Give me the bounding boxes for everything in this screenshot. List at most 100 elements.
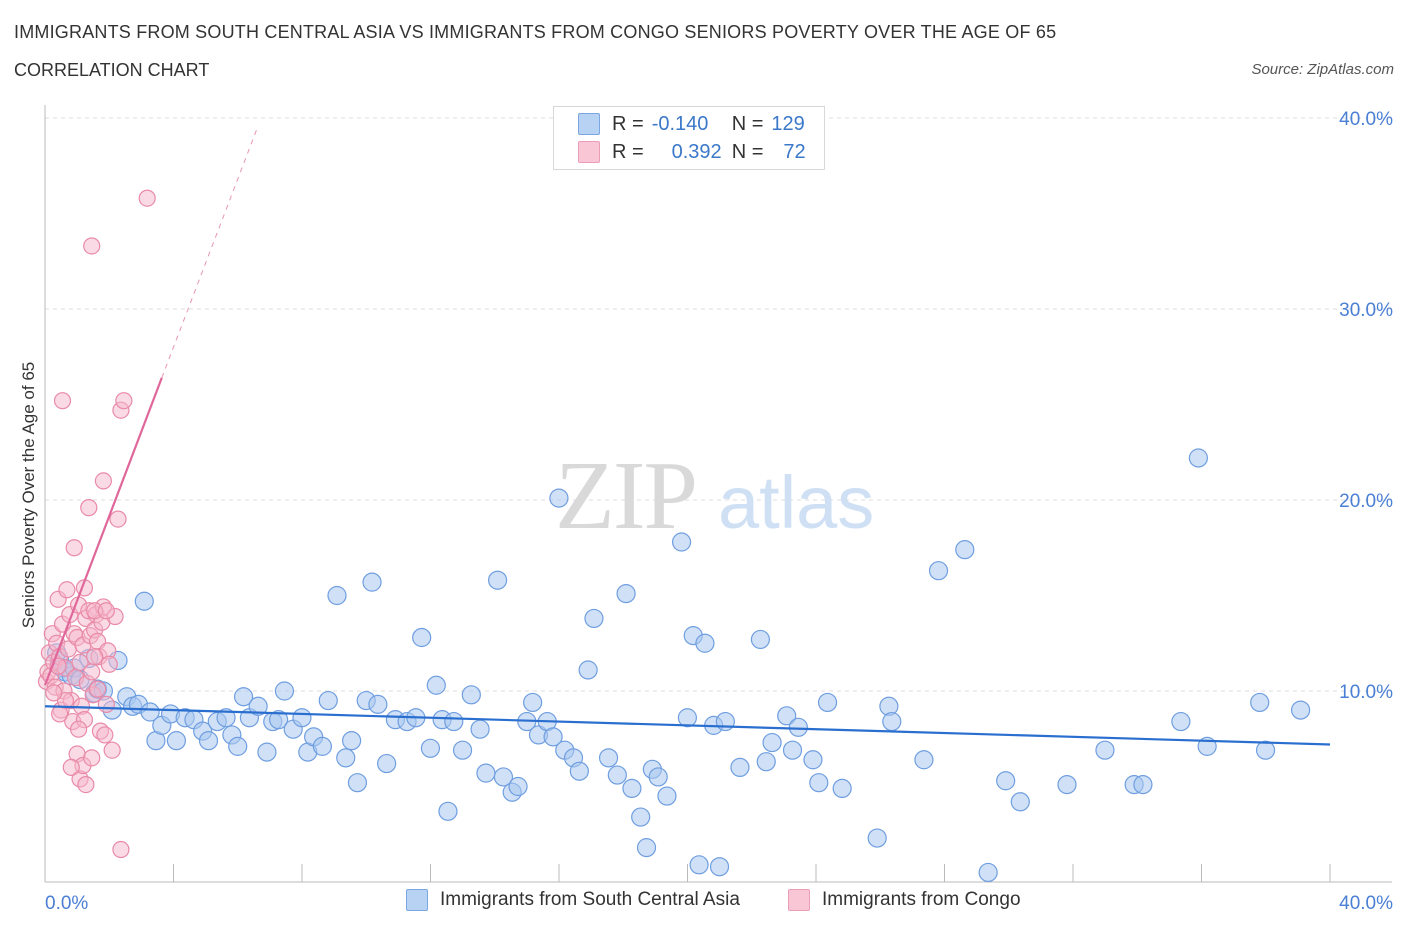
data-point: [138, 189, 156, 207]
data-point: [71, 653, 89, 671]
data-point: [1057, 774, 1077, 795]
data-point: [452, 740, 473, 760]
legend-n-value: 129: [771, 112, 805, 135]
trend-line-congo: [43, 377, 163, 686]
data-point: [342, 731, 362, 751]
data-point: [788, 717, 808, 737]
series-swatch-pink: [788, 889, 810, 911]
legend-r-label: R =: [612, 140, 644, 163]
series-name-south-central-asia: Immigrants from South Central Asia: [440, 889, 740, 910]
legend-r-value: 0.392: [671, 140, 722, 163]
series-swatch-blue: [406, 889, 428, 911]
correlation-legend: R = -0.140 N = 129 R = 0.392 N = 72: [553, 106, 825, 170]
data-point: [1250, 692, 1270, 713]
series-legend-south-central-asia: Immigrants from South Central Asia: [406, 889, 740, 911]
data-point: [777, 706, 797, 726]
data-point: [318, 690, 338, 711]
legend-swatch-blue: [578, 113, 600, 135]
x-tick-label: 40.0%: [1339, 893, 1393, 914]
data-point: [80, 499, 98, 517]
y-tick-label: 20.0%: [1339, 491, 1393, 512]
legend-n-value: 72: [783, 140, 806, 163]
data-point: [1095, 740, 1115, 760]
data-point: [233, 687, 254, 707]
data-point: [97, 695, 115, 713]
data-point: [543, 727, 563, 747]
data-point: [438, 801, 458, 821]
data-point: [83, 237, 101, 255]
data-point: [140, 702, 160, 722]
data-point: [809, 773, 829, 793]
legend-r-value: -0.140: [651, 112, 709, 135]
data-point: [228, 736, 248, 756]
data-point: [677, 708, 698, 728]
data-point: [750, 629, 771, 650]
data-point: [248, 696, 268, 716]
y-tick-label: 10.0%: [1339, 682, 1393, 703]
data-point: [257, 742, 277, 762]
data-point: [955, 540, 975, 560]
data-point: [368, 694, 388, 714]
data-point: [636, 838, 657, 858]
data-point: [598, 748, 619, 768]
data-point: [508, 776, 528, 797]
data-point: [86, 648, 104, 666]
series-legend: Immigrants from South Central Asia Immig…: [0, 889, 1406, 917]
data-point: [347, 773, 368, 793]
tick-labels: 10.0% 20.0% 30.0% 40.0% 0.0% 40.0%: [45, 109, 1393, 914]
data-point: [715, 711, 735, 732]
data-point: [648, 767, 668, 787]
data-point: [978, 862, 998, 883]
data-point: [803, 750, 823, 770]
series-south-central-asia: [47, 448, 1311, 883]
data-point: [578, 660, 598, 680]
data-point: [50, 705, 69, 723]
data-point: [616, 583, 636, 604]
data-point: [69, 720, 88, 738]
data-point: [882, 711, 902, 732]
data-point: [312, 736, 332, 756]
data-point: [928, 561, 949, 581]
y-tick-label: 40.0%: [1339, 109, 1393, 130]
watermark-atlas: atlas: [718, 461, 874, 544]
data-point: [762, 732, 782, 753]
legend-swatch-pink: [578, 141, 600, 163]
data-point: [100, 655, 118, 673]
data-point: [62, 758, 80, 777]
data-point: [336, 748, 356, 768]
chart-subtitle: CORRELATION CHART: [14, 60, 210, 80]
data-point: [362, 572, 382, 592]
data-point: [622, 778, 642, 799]
series-congo: [37, 189, 156, 859]
watermark: ZIP atlas: [555, 442, 874, 550]
data-point: [269, 710, 289, 730]
data-point: [65, 539, 83, 557]
data-point: [45, 684, 63, 702]
data-point: [914, 750, 934, 770]
data-point: [631, 807, 651, 827]
legend-n-label: N =: [731, 140, 764, 163]
data-point: [134, 591, 154, 611]
data-point: [584, 608, 604, 629]
data-point: [1010, 792, 1030, 812]
data-point: [730, 757, 750, 778]
data-point: [607, 765, 627, 785]
data-point: [470, 719, 490, 739]
data-point: [112, 840, 130, 859]
data-point: [292, 708, 312, 728]
data-point: [1188, 448, 1209, 468]
data-point: [996, 771, 1016, 791]
legend-n-label: N =: [731, 112, 764, 135]
series-legend-congo: Immigrants from Congo: [788, 889, 1021, 911]
data-point: [832, 778, 852, 799]
data-point: [1133, 774, 1153, 795]
data-point: [782, 740, 803, 760]
data-point: [420, 738, 441, 758]
data-point: [671, 532, 692, 552]
source-note: Source: ZipAtlas.com: [1251, 61, 1394, 78]
data-point: [817, 692, 838, 713]
data-point: [1171, 711, 1191, 732]
data-point: [198, 731, 219, 751]
data-point: [97, 602, 115, 620]
